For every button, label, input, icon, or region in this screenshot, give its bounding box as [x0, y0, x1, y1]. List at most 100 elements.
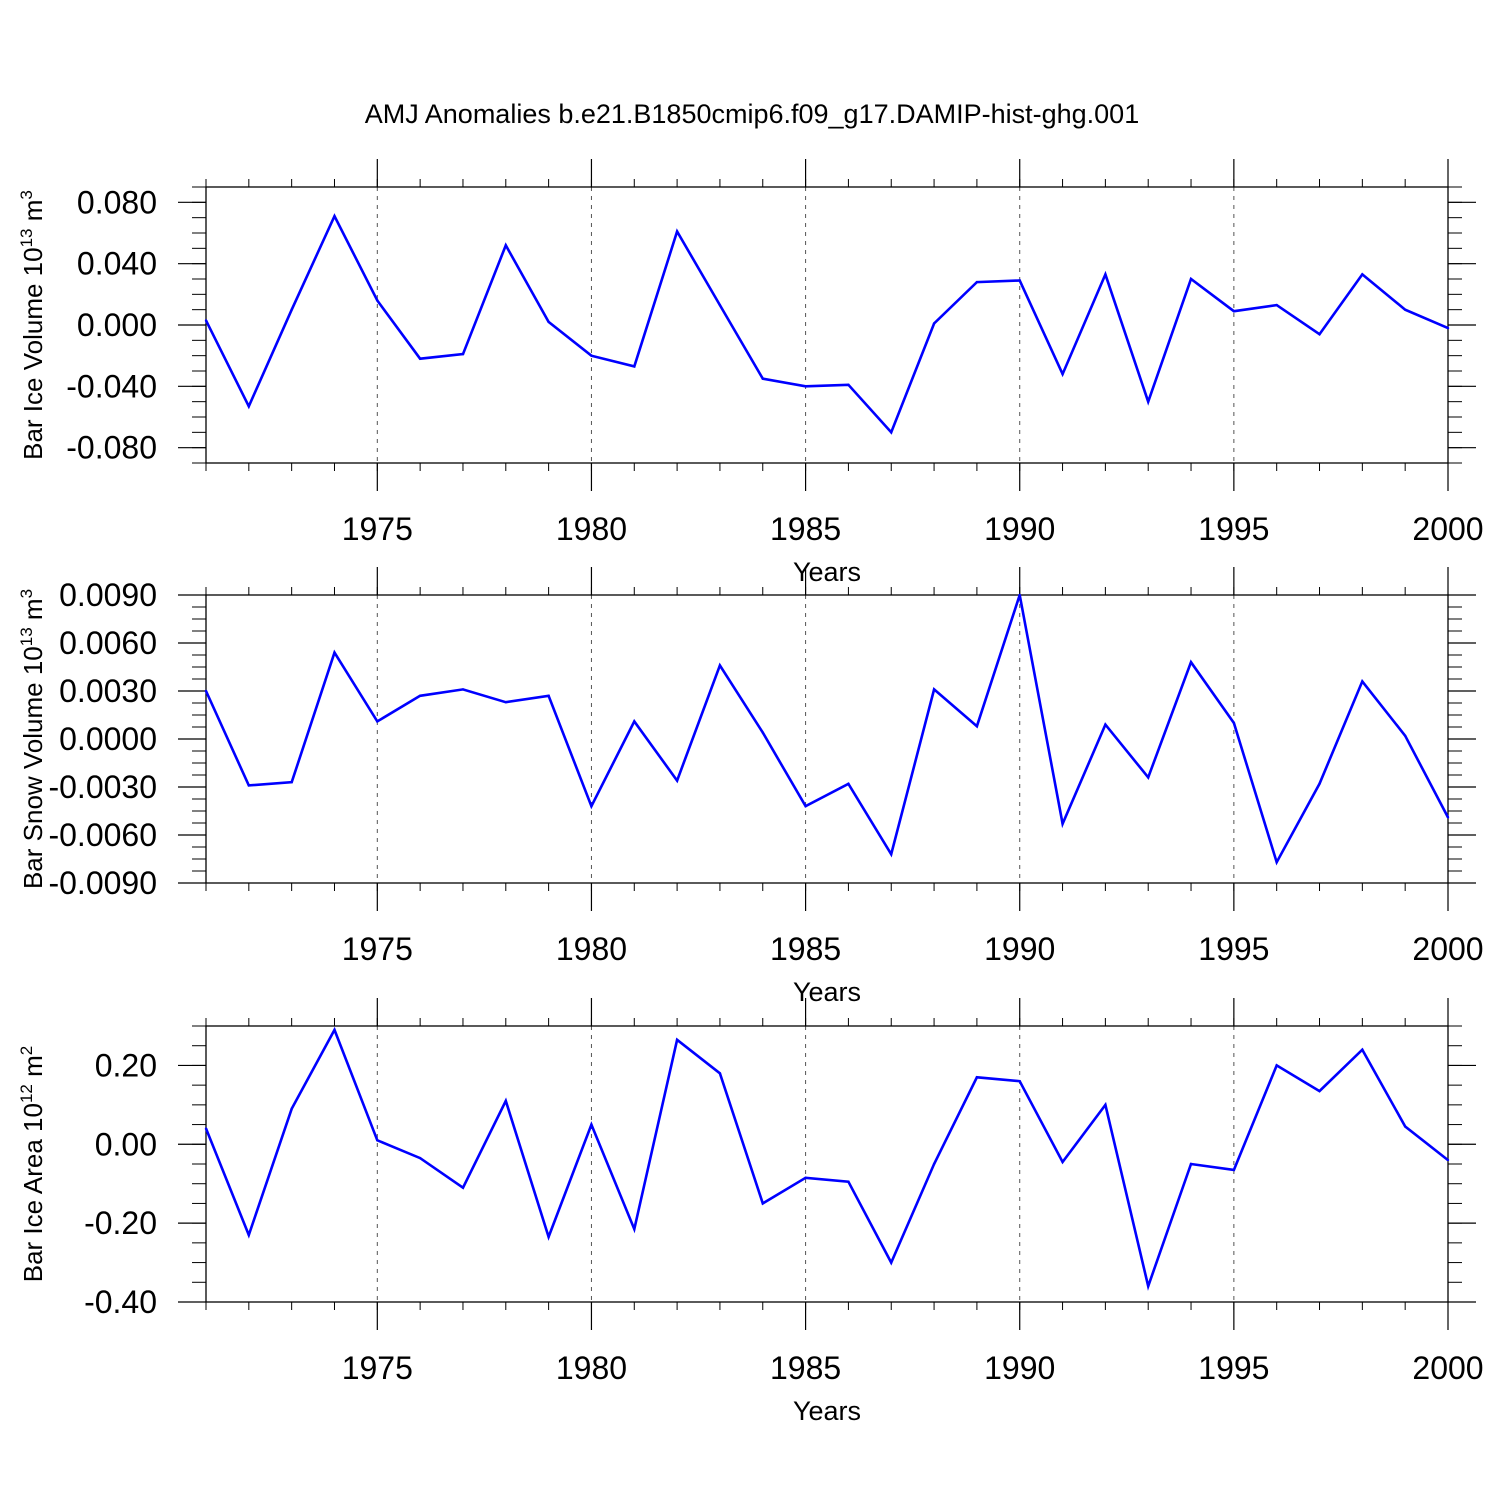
- data-point: [1061, 372, 1064, 376]
- data-point: [547, 320, 550, 324]
- y-tick-label: 0.00: [95, 1126, 157, 1162]
- y-tick-label: 0.080: [77, 184, 157, 220]
- data-point: [761, 731, 764, 734]
- y-axis-label-unit-exponent: 2: [17, 1046, 36, 1055]
- x-tick-label: 1985: [770, 1350, 841, 1386]
- data-point: [418, 1156, 422, 1160]
- x-tick-label: 1995: [1198, 511, 1269, 547]
- data-point: [590, 354, 593, 357]
- data-point: [975, 725, 979, 728]
- x-tick-label: 1980: [556, 931, 627, 967]
- data-point: [890, 1261, 893, 1264]
- data-point: [1232, 721, 1236, 725]
- x-tick-label: 1985: [770, 511, 841, 547]
- data-point: [247, 1233, 251, 1237]
- data-point: [633, 365, 636, 368]
- data-point: [247, 784, 251, 787]
- y-axis-label-unit: m: [18, 200, 48, 229]
- data-point: [418, 357, 422, 360]
- x-tick-label: 1975: [342, 1350, 413, 1386]
- data-point: [1361, 680, 1364, 683]
- y-axis-label-main: Bar Snow Volume 10: [18, 646, 48, 889]
- data-point: [1318, 1089, 1321, 1093]
- data-point: [1275, 861, 1278, 864]
- x-axis-label: Years: [793, 1396, 861, 1426]
- data-point: [761, 1202, 764, 1205]
- data-point: [675, 1038, 679, 1042]
- data-point: [1318, 782, 1321, 785]
- y-axis-label-exponent: 13: [17, 627, 36, 646]
- data-point: [204, 319, 208, 322]
- data-point: [1446, 1158, 1450, 1162]
- data-point: [247, 405, 251, 408]
- data-point: [504, 701, 507, 704]
- data-point: [547, 1235, 550, 1239]
- x-tick-label: 1995: [1198, 1350, 1269, 1386]
- data-point: [718, 664, 722, 667]
- y-axis-label-unit-exponent: 3: [17, 589, 36, 598]
- data-point: [847, 383, 850, 386]
- data-point: [333, 1028, 336, 1032]
- data-point: [932, 1162, 936, 1166]
- x-tick-label: 1995: [1198, 931, 1269, 967]
- data-point: [718, 303, 722, 307]
- data-point: [1232, 1168, 1236, 1172]
- data-point: [376, 299, 379, 302]
- y-axis-label-main: Bar Ice Area 10: [18, 1103, 48, 1282]
- y-axis-label-exponent: 13: [17, 228, 36, 247]
- y-tick-label: 0.000: [77, 307, 157, 343]
- y-tick-label: -0.0090: [48, 865, 157, 901]
- data-point: [1104, 723, 1107, 726]
- data-point: [890, 431, 893, 434]
- data-point: [547, 694, 550, 697]
- plot-frame: [205, 186, 1449, 464]
- data-point: [1318, 333, 1321, 336]
- data-point: [590, 1123, 593, 1126]
- data-point: [1446, 326, 1450, 330]
- data-point: [633, 1227, 636, 1231]
- data-point: [1275, 303, 1278, 307]
- data-point: [1147, 400, 1150, 403]
- y-axis-label: Bar Ice Volume 1013 m3: [17, 190, 48, 460]
- data-point: [418, 694, 422, 697]
- y-tick-label: 0.0090: [59, 577, 157, 613]
- data-point: [1018, 1080, 1021, 1083]
- plot-frame: [205, 1025, 1449, 1303]
- data-point: [1232, 310, 1236, 313]
- x-tick-label: 1990: [984, 511, 1055, 547]
- x-tick-label: 1975: [342, 931, 413, 967]
- plot-frame: [205, 594, 1449, 884]
- data-point: [1147, 776, 1150, 779]
- data-point: [1189, 1162, 1193, 1166]
- data-point: [1018, 593, 1021, 597]
- data-point: [461, 1186, 465, 1189]
- data-point: [1189, 661, 1193, 664]
- y-tick-label: -0.20: [84, 1205, 157, 1241]
- data-point: [633, 720, 636, 723]
- y-tick-label: -0.040: [66, 368, 157, 404]
- data-point: [1018, 279, 1021, 282]
- y-tick-label: 0.0000: [59, 721, 157, 757]
- y-axis-label-unit: m: [18, 1055, 48, 1084]
- data-point: [932, 322, 936, 325]
- y-axis-label: Bar Ice Area 1012 m2: [17, 1046, 48, 1283]
- y-tick-label: 0.040: [77, 246, 157, 282]
- x-tick-label: 1990: [984, 931, 1055, 967]
- chart-panel-2: 1975 1980 1985 1990 1995 2000 -0.0090 -0.0060 -0…: [17, 567, 1484, 1007]
- x-tick-label: 1985: [770, 931, 841, 967]
- y-tick-label: 0.0030: [59, 673, 157, 709]
- data-point: [290, 1107, 293, 1111]
- chart-title: AMJ Anomalies b.e21.B1850cmip6.f09_g17.D…: [365, 99, 1139, 129]
- data-point: [975, 280, 979, 284]
- data-point: [804, 385, 807, 388]
- x-tick-label: 1980: [556, 511, 627, 547]
- data-point: [290, 781, 293, 784]
- data-point: [1061, 1160, 1064, 1164]
- data-point: [1104, 1103, 1107, 1107]
- data-point: [290, 308, 293, 311]
- data-point: [675, 779, 679, 782]
- data-point: [1361, 273, 1364, 276]
- data-point: [461, 688, 465, 691]
- data-point: [804, 805, 807, 808]
